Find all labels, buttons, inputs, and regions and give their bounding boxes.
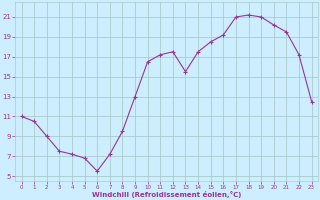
X-axis label: Windchill (Refroidissement éolien,°C): Windchill (Refroidissement éolien,°C) [92,191,241,198]
